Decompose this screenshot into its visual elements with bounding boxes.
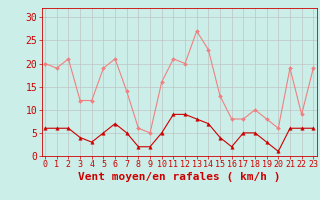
X-axis label: Vent moyen/en rafales ( km/h ): Vent moyen/en rafales ( km/h ) [78,172,280,182]
